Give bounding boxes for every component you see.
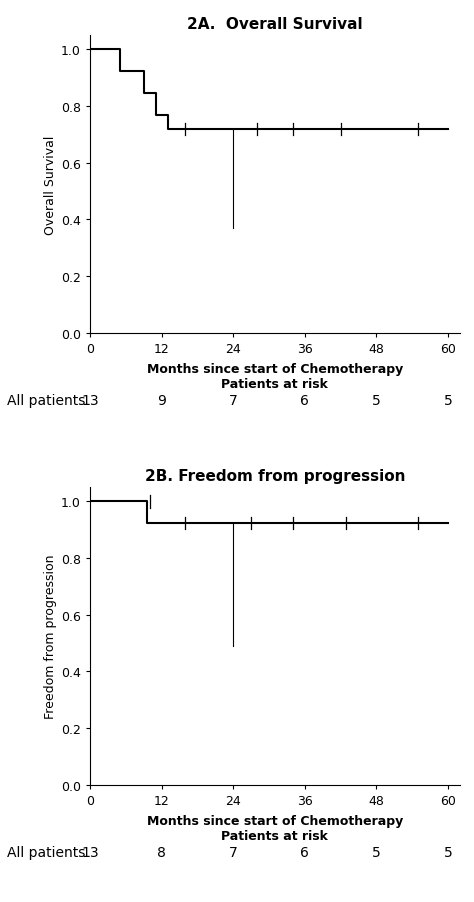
Text: 5: 5	[444, 845, 452, 860]
Text: 6: 6	[301, 845, 309, 860]
Text: 5: 5	[372, 845, 381, 860]
Text: 13: 13	[81, 845, 99, 860]
Text: 9: 9	[157, 394, 166, 408]
Text: 5: 5	[444, 394, 452, 408]
Text: 7: 7	[229, 394, 237, 408]
X-axis label: Months since start of Chemotherapy
Patients at risk: Months since start of Chemotherapy Patie…	[147, 362, 403, 390]
X-axis label: Months since start of Chemotherapy
Patients at risk: Months since start of Chemotherapy Patie…	[147, 814, 403, 842]
Title: 2B. Freedom from progression: 2B. Freedom from progression	[145, 469, 405, 483]
Y-axis label: Freedom from progression: Freedom from progression	[44, 554, 57, 718]
Text: 7: 7	[229, 845, 237, 860]
Text: All patients: All patients	[7, 394, 85, 408]
Text: All patients: All patients	[7, 845, 85, 860]
Title: 2A.  Overall Survival: 2A. Overall Survival	[187, 17, 363, 32]
Y-axis label: Overall Survival: Overall Survival	[44, 135, 57, 235]
Text: 8: 8	[157, 845, 166, 860]
Text: 6: 6	[301, 394, 309, 408]
Text: 5: 5	[372, 394, 381, 408]
Text: 13: 13	[81, 394, 99, 408]
